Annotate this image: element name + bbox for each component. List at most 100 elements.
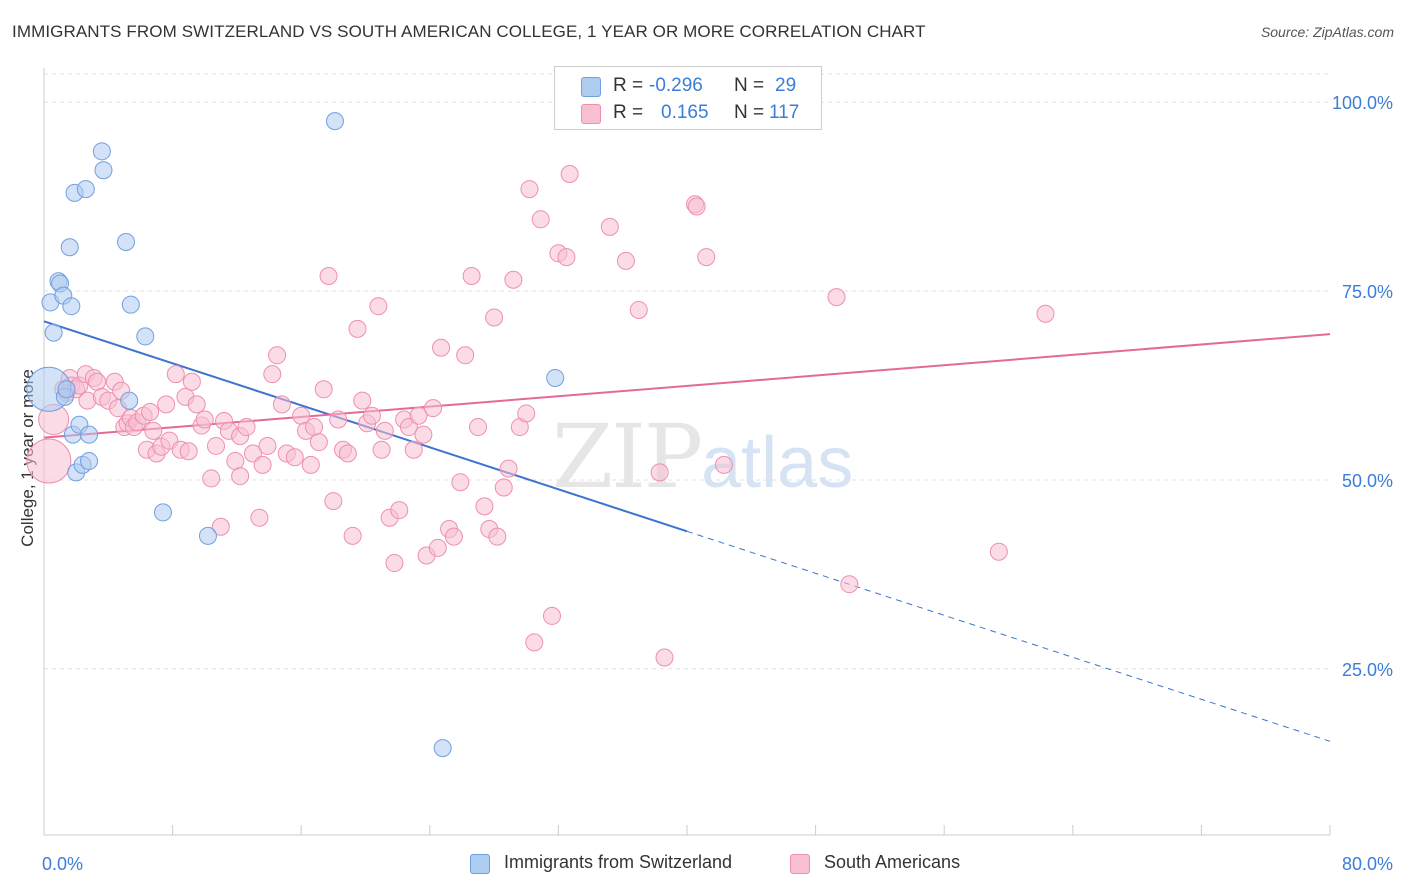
legend-n-label: N = <box>734 75 765 96</box>
data-point <box>1036 304 1055 323</box>
data-point <box>520 180 539 199</box>
legend-r-label: R = <box>613 102 644 123</box>
data-point <box>202 469 221 488</box>
data-point <box>226 452 245 471</box>
data-point <box>840 575 859 594</box>
bottom-legend-label: South Americans <box>824 852 961 872</box>
data-point <box>88 372 107 391</box>
data-point <box>432 338 451 357</box>
data-point <box>166 365 185 384</box>
data-point <box>525 633 544 652</box>
data-point <box>531 210 550 229</box>
data-point <box>504 270 523 289</box>
data-point <box>231 467 250 486</box>
data-point <box>687 197 706 216</box>
data-point <box>92 142 111 161</box>
data-point <box>250 508 269 527</box>
data-point <box>629 300 648 319</box>
watermark: ZIPatlas <box>552 405 853 508</box>
chart-source: Source: ZipAtlas.com <box>1260 24 1394 40</box>
legend-swatch-south-americans <box>581 104 601 124</box>
tick-labels: 25.0% 50.0% 75.0% 100.0% 0.0% 80.0% <box>42 93 1393 874</box>
axes <box>43 68 1331 836</box>
data-point <box>827 288 846 307</box>
data-point <box>488 527 507 546</box>
y-tick-label: 75.0% <box>1342 282 1393 302</box>
data-point <box>157 395 176 414</box>
data-point <box>253 455 272 474</box>
legend-n-label: N = <box>734 102 765 123</box>
data-point <box>80 425 99 444</box>
chart-title: IMMIGRANTS FROM SWITZERLAND VS SOUTH AME… <box>12 22 926 41</box>
data-point <box>338 444 357 463</box>
data-point <box>451 473 470 492</box>
legend-swatch-switzerland <box>581 77 601 97</box>
data-point <box>325 112 344 131</box>
data-point <box>362 406 381 425</box>
data-point <box>385 554 404 573</box>
data-point <box>485 308 504 327</box>
data-point <box>433 739 452 758</box>
data-point <box>319 266 338 285</box>
data-point <box>353 391 372 410</box>
data-point <box>650 463 669 482</box>
data-point <box>94 161 113 180</box>
data-point <box>444 527 463 546</box>
data-point <box>62 297 81 316</box>
data-point <box>305 418 324 437</box>
data-point <box>343 526 362 545</box>
y-tick-label: 25.0% <box>1342 660 1393 680</box>
data-point <box>237 418 256 437</box>
data-point <box>60 238 79 257</box>
data-point <box>153 503 172 522</box>
legend-n-value: 117 <box>769 102 800 123</box>
data-point <box>207 436 226 455</box>
data-point <box>475 497 494 516</box>
data-point <box>57 380 76 399</box>
data-point <box>26 438 72 484</box>
y-tick-label: 100.0% <box>1332 93 1393 113</box>
data-point <box>557 248 576 267</box>
bottom-legend-label: Immigrants from Switzerland <box>504 852 733 872</box>
data-point <box>456 346 475 365</box>
data-point <box>428 538 447 557</box>
data-point <box>655 648 674 667</box>
data-point <box>314 380 333 399</box>
data-point <box>195 410 214 429</box>
x-tick-label: 80.0% <box>1342 854 1393 874</box>
data-point <box>80 452 99 471</box>
data-point <box>211 517 230 536</box>
data-point <box>494 478 513 497</box>
data-point <box>546 368 565 387</box>
data-point <box>469 418 488 437</box>
data-point <box>285 448 304 467</box>
data-point <box>404 440 423 459</box>
data-point <box>989 542 1008 561</box>
data-point <box>542 606 561 625</box>
data-point <box>499 459 518 478</box>
legend-r-value: 0.165 <box>661 102 709 123</box>
data-point <box>268 346 287 365</box>
data-point <box>141 402 160 421</box>
watermark-zip: ZIP <box>552 405 703 508</box>
legend-n-value: 29 <box>775 75 797 96</box>
data-point <box>697 248 716 267</box>
data-point <box>462 266 481 285</box>
legend-r-value: -0.296 <box>649 75 703 96</box>
data-point <box>324 492 343 511</box>
trend-lines <box>43 320 1331 742</box>
data-point <box>409 406 428 425</box>
data-point <box>517 404 536 423</box>
data-point <box>182 372 201 391</box>
data-point <box>390 501 409 520</box>
correlation-legend: R = -0.296 N = 29 R = 0.165 N = 117 <box>554 66 822 130</box>
data-point <box>121 295 140 314</box>
data-point <box>272 395 291 414</box>
bottom-legend-swatch <box>790 854 810 874</box>
data-point <box>414 425 433 444</box>
trend-line-switzerland-extension <box>686 530 1331 742</box>
data-point <box>560 164 579 183</box>
data-point <box>372 440 391 459</box>
data-point <box>198 526 217 545</box>
